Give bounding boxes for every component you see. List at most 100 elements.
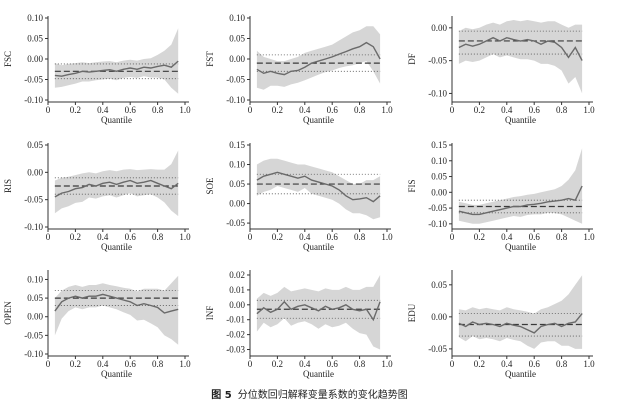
panel-fst-ylabel: FST	[205, 51, 215, 67]
figure-label: 图 5	[211, 390, 232, 401]
panel-df-xtick-label: 0.6	[529, 105, 541, 115]
panel-soe-xtick-label: 0.8	[354, 232, 366, 242]
panel-fis-ytick-label: 0.00	[431, 187, 447, 197]
panel-soe-ytick-label: -0.05	[226, 218, 245, 228]
panel-fsc-ytick-label: -0.05	[24, 75, 43, 85]
panel-soe-xlabel: Quantile	[303, 242, 334, 252]
panel-soe-xtick-label: 0	[248, 232, 253, 242]
panel-inf-ytick-label: 0.01	[229, 285, 245, 295]
panel-fst-ytick-label: 0.10	[229, 13, 245, 23]
panel-fis-ci-band	[458, 148, 583, 224]
panel-fsc-ytick-label: 0.05	[27, 34, 43, 44]
panel-inf-xtick-label: 0.8	[354, 359, 366, 369]
panel-fst-ytick-label: 0.05	[229, 34, 245, 44]
panel-edu-estimate-line	[458, 313, 583, 334]
panel-fst-xtick-label: 0.2	[272, 105, 283, 115]
panel-open-ytick-label: 0.10	[27, 274, 43, 284]
panel-ris-ytick-label: 0.05	[27, 140, 43, 150]
panel-df-xtick-label: 0	[450, 105, 455, 115]
panel-fis-xtick-label: 0.6	[529, 232, 541, 242]
panel-ris-xtick-label: 1.0	[179, 232, 191, 242]
panel-ris-xtick-label: 0.4	[97, 232, 109, 242]
panel-inf-ytick-label: -0.03	[226, 345, 245, 355]
panel-open-ytick-label: -0.10	[24, 349, 43, 359]
panel-ris-estimate-line	[54, 179, 179, 198]
panel-open-ytick-label: 0.05	[27, 293, 43, 303]
panel-soe-xtick-label: 1.0	[381, 232, 393, 242]
panel-fst-estimate-line	[256, 41, 381, 76]
panel-fis-ytick-label: -0.05	[428, 203, 447, 213]
panel-soe-xtick-label: 0.6	[327, 232, 339, 242]
panel-fis-xtick-label: 0.4	[501, 232, 513, 242]
panel-fst-xlabel: Quantile	[303, 115, 334, 125]
panel-fst-xtick-label: 0	[248, 105, 253, 115]
panel-edu-ytick-label: -0.05	[428, 344, 447, 354]
panel-inf-xtick-label: 1.0	[381, 359, 393, 369]
panel-ris-xtick-label: 0.2	[70, 232, 81, 242]
panel-df-ytick-label: -0.10	[428, 88, 447, 98]
panel-fst-ytick-label: -0.10	[226, 95, 245, 105]
panel-ris-ytick-label: 0.00	[27, 167, 43, 177]
panel-edu: 0.05 0.00 -0.050 0.2 0.4 0.6 0.8 1.0 Quantile EDU	[407, 270, 595, 379]
panel-ris-xlabel: Quantile	[101, 242, 132, 252]
panel-edu-xtick-label: 0.8	[556, 359, 568, 369]
panel-fst-ytick-label: -0.05	[226, 75, 245, 85]
panel-inf-xtick-label: 0.4	[299, 359, 311, 369]
panel-fst: 0.10 0.05 0.00 -0.05 -0.100 0.2 0.4 0.6 0.8 1.0 Qu…	[205, 13, 393, 125]
panel-df-xtick-label: 1.0	[583, 105, 595, 115]
panel-soe-ytick-label: 0.00	[229, 199, 245, 209]
figure-caption-text: 分位数回归解释变量系数的变化趋势图	[237, 390, 408, 401]
panel-fis-xlabel: Quantile	[505, 242, 536, 252]
panel-fsc-xtick-label: 0.2	[70, 105, 81, 115]
panel-fsc-estimate-line	[54, 60, 179, 77]
panel-soe: 0.15 0.10 0.05 0.00 -0.050 0.2 0.4 0.6 0.8 1.0 Qua…	[205, 140, 393, 252]
panel-edu-xtick-label: 0.4	[501, 359, 513, 369]
panel-inf-xtick-label: 0.6	[327, 359, 339, 369]
panel-fst-xtick-label: 0.4	[299, 105, 311, 115]
panel-fis-xtick-label: 0.2	[474, 232, 485, 242]
panel-fis-estimate-line	[458, 185, 583, 216]
panel-ris-ci-band	[54, 150, 179, 217]
panel-fsc-xtick-label: 0.8	[152, 105, 164, 115]
panel-ris-ytick-label: -0.05	[24, 195, 43, 205]
panel-fsc-xtick-label: 1.0	[179, 105, 191, 115]
panel-open-xtick-label: 1.0	[179, 359, 191, 369]
panel-fsc-ci-band	[54, 28, 179, 94]
panel-df-xtick-label: 0.2	[474, 105, 485, 115]
panel-ris-ylabel: RIS	[3, 179, 13, 193]
panel-soe-xtick-label: 0.4	[299, 232, 311, 242]
panel-fsc-ytick-label: -0.10	[24, 95, 43, 105]
panel-fst-xtick-label: 0.6	[327, 105, 339, 115]
figure-caption: 图 5 分位数回归解释变量系数的变化趋势图	[0, 386, 619, 401]
panel-open-ci-band	[54, 275, 179, 345]
panel-edu-ci-band	[458, 275, 583, 349]
panel-edu-ytick-label: 0.05	[431, 280, 447, 290]
panel-edu-xlabel: Quantile	[505, 369, 536, 379]
panel-fsc-xtick-label: 0.4	[97, 105, 109, 115]
panel-open-xtick-label: 0.2	[70, 359, 81, 369]
panel-fis-ylabel: FIS	[407, 179, 417, 192]
panel-edu-xtick-label: 1.0	[583, 359, 595, 369]
panel-open-xtick-label: 0.8	[152, 359, 164, 369]
panel-fst-xtick-label: 1.0	[381, 105, 393, 115]
panel-inf-estimate-line	[256, 300, 381, 322]
panel-ris: 0.05 0.00 -0.05 -0.100 0.2 0.4 0.6 0.8 1.0 Quanti…	[3, 140, 191, 252]
panel-fis-xtick-label: 0.8	[556, 232, 568, 242]
panel-inf-xtick-label: 0	[248, 359, 253, 369]
panel-open-ytick-label: 0.00	[27, 312, 43, 322]
panel-fis-ytick-label: 0.05	[431, 172, 447, 182]
panel-fis-xtick-label: 1.0	[583, 232, 595, 242]
panel-df-xtick-label: 0.8	[556, 105, 568, 115]
panel-ris-xtick-label: 0.8	[152, 232, 164, 242]
panel-ris-xtick-label: 0	[46, 232, 51, 242]
panel-inf-xlabel: Quantile	[303, 369, 334, 379]
panel-open-xtick-label: 0.4	[97, 359, 109, 369]
panel-open: 0.10 0.05 0.00 -0.05 -0.100 0.2 0.4 0.6 0.8 1.0 Qu…	[3, 270, 191, 379]
panel-soe-xtick-label: 0.2	[272, 232, 283, 242]
panel-fsc-xtick-label: 0.6	[125, 105, 137, 115]
panel-df-ytick-label: -0.05	[428, 56, 447, 66]
panel-df-xtick-label: 0.4	[501, 105, 513, 115]
panel-inf-ytick-label: -0.02	[226, 330, 245, 340]
panel-fis-ytick-label: 0.15	[431, 140, 447, 150]
